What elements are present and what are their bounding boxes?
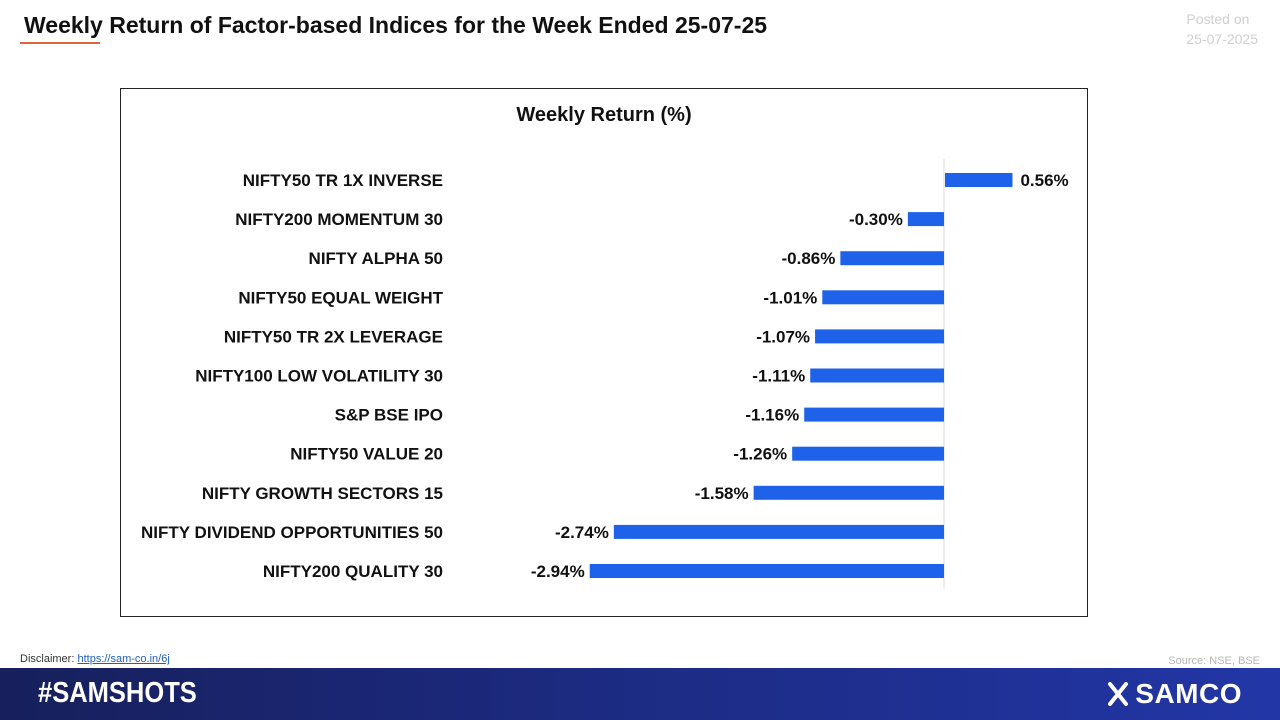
category-label: S&P BSE IPO bbox=[335, 406, 443, 425]
category-label: NIFTY200 MOMENTUM 30 bbox=[235, 210, 443, 229]
brand-logo: SAMCO bbox=[1107, 677, 1242, 711]
bar bbox=[945, 173, 1013, 187]
hashtag-label: #SAMSHOTS bbox=[38, 677, 197, 709]
category-label: NIFTY50 TR 2X LEVERAGE bbox=[224, 327, 443, 346]
bar bbox=[804, 407, 944, 422]
chart-frame: Weekly Return (%) NIFTY50 TR 1X INVERSE 0.… bbox=[120, 88, 1088, 617]
data-label: -1.26% bbox=[733, 445, 787, 464]
category-label: NIFTY DIVIDEND OPPORTUNITIES 50 bbox=[141, 523, 443, 542]
posted-date: Posted on 25-07-2025 bbox=[1186, 9, 1258, 49]
data-label: -1.58% bbox=[695, 484, 749, 503]
page-title: Weekly Return of Factor-based Indices fo… bbox=[24, 12, 768, 38]
category-label: NIFTY50 TR 1X INVERSE bbox=[243, 171, 443, 190]
category-label: NIFTY200 QUALITY 30 bbox=[263, 562, 443, 581]
bar bbox=[815, 329, 944, 344]
data-label: 0.56% bbox=[1020, 171, 1068, 190]
bar bbox=[907, 212, 944, 227]
bar bbox=[792, 446, 944, 461]
data-label: -1.11% bbox=[752, 367, 805, 386]
brand-name: SAMCO bbox=[1135, 678, 1242, 709]
data-label: -0.30% bbox=[849, 210, 903, 229]
data-label: -1.16% bbox=[745, 406, 799, 425]
footer-bar: #SAMSHOTS SAMCO bbox=[0, 668, 1280, 720]
samco-mark-icon bbox=[1108, 682, 1129, 706]
chart-title: Weekly Return (%) bbox=[516, 104, 691, 126]
data-label: -2.74% bbox=[555, 523, 609, 542]
bar bbox=[810, 368, 944, 383]
source-note: Source: NSE, BSE bbox=[1168, 655, 1260, 667]
bar bbox=[753, 485, 944, 500]
category-label: NIFTY100 LOW VOLATILITY 30 bbox=[195, 367, 443, 386]
posted-value: 25-07-2025 bbox=[1186, 31, 1258, 47]
disclaimer-label: Disclaimer: bbox=[20, 653, 75, 665]
data-label: -1.07% bbox=[756, 327, 810, 346]
bar bbox=[589, 564, 944, 578]
category-label: NIFTY50 VALUE 20 bbox=[290, 445, 443, 464]
disclaimer-link[interactable]: https://sam-co.in/6j bbox=[77, 653, 170, 665]
title-underline bbox=[20, 42, 100, 44]
category-label: NIFTY GROWTH SECTORS 15 bbox=[202, 484, 443, 503]
bar bbox=[613, 524, 944, 539]
data-label: -1.01% bbox=[763, 288, 817, 307]
category-label: NIFTY ALPHA 50 bbox=[309, 249, 443, 268]
bar-chart: Weekly Return (%) NIFTY50 TR 1X INVERSE 0.… bbox=[141, 104, 1069, 589]
data-label: -2.94% bbox=[531, 562, 585, 581]
bar bbox=[822, 290, 944, 305]
disclaimer: Disclaimer: https://sam-co.in/6j bbox=[20, 653, 170, 665]
category-label: NIFTY50 EQUAL WEIGHT bbox=[238, 288, 443, 307]
bar bbox=[840, 251, 944, 266]
posted-label: Posted on bbox=[1186, 11, 1250, 27]
data-label: -0.86% bbox=[781, 249, 835, 268]
